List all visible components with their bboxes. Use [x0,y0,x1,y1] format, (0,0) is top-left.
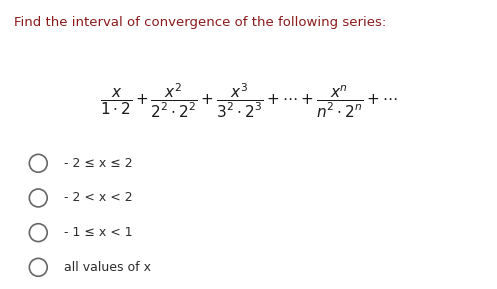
Text: Find the interval of convergence of the following series:: Find the interval of convergence of the … [14,16,386,29]
Text: - 2 ≤ x ≤ 2: - 2 ≤ x ≤ 2 [60,157,132,170]
Text: all values of x: all values of x [60,261,151,274]
Text: $\dfrac{x}{1 \cdot 2} + \dfrac{x^2}{2^2 \cdot 2^2} + \dfrac{x^3}{3^2 \cdot 2^3} : $\dfrac{x}{1 \cdot 2} + \dfrac{x^2}{2^2 … [100,82,397,120]
Text: - 2 < x < 2: - 2 < x < 2 [60,192,132,204]
Text: - 1 ≤ x < 1: - 1 ≤ x < 1 [60,226,132,239]
